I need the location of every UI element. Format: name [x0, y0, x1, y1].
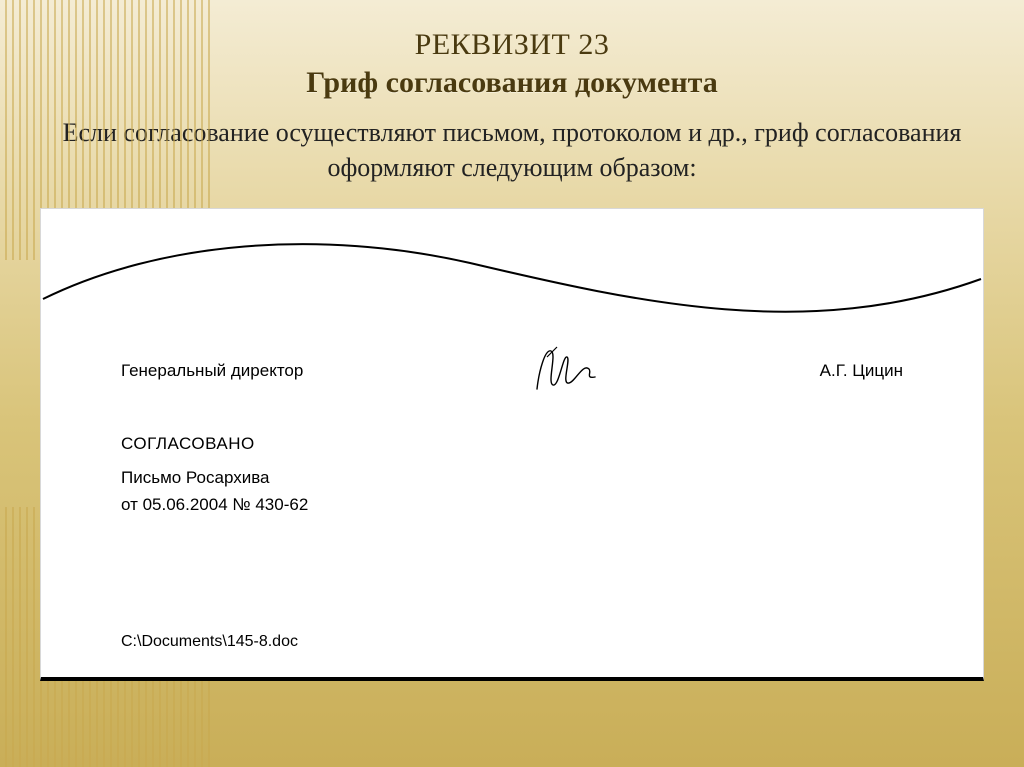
wave-divider [41, 221, 983, 341]
slide: РЕКВИЗИТ 23 Гриф согласования документа … [0, 0, 1024, 767]
signer-name: А.Г. Цицин [820, 361, 903, 381]
signature-icon [517, 341, 607, 401]
agreed-line-1: Письмо Росархива [121, 465, 308, 491]
signature-row: Генеральный директор А.Г. Цицин [121, 341, 903, 401]
agreed-block: СОГЛАСОВАНО Письмо Росархива от 05.06.20… [121, 431, 308, 518]
file-path: C:\Documents\145-8.doc [121, 633, 298, 651]
agreed-line-2: от 05.06.2004 № 430-62 [121, 492, 308, 518]
document-example: Генеральный директор А.Г. Цицин СОГЛАСОВ… [40, 208, 984, 681]
position-label: Генеральный директор [121, 361, 303, 381]
agreed-heading: СОГЛАСОВАНО [121, 431, 308, 457]
